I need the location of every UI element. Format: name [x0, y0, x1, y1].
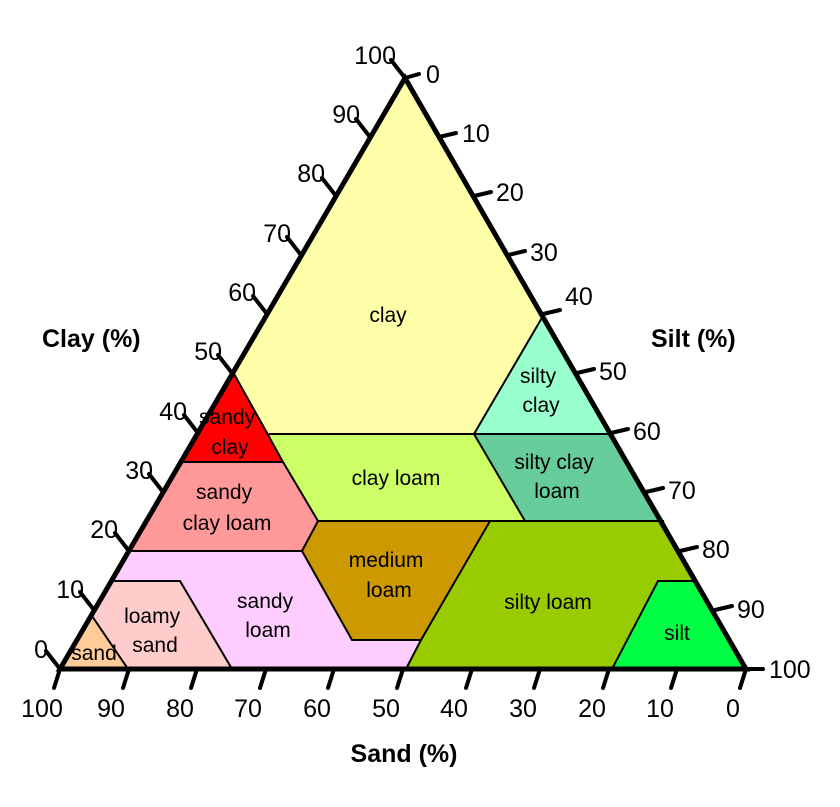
silt-tick-70: 70 [668, 477, 696, 505]
clay-tick-60: 60 [228, 279, 256, 307]
label-sand: sand [71, 642, 117, 665]
clay-tick-30: 30 [125, 457, 153, 485]
sand-tick-30: 30 [509, 695, 537, 723]
clay-tick-20: 20 [90, 516, 118, 544]
silt-tick-50: 50 [599, 358, 627, 386]
label-silty-loam: silty loam [504, 591, 592, 614]
sand-tick-80: 80 [166, 695, 194, 723]
sand-tick-50: 50 [372, 695, 400, 723]
silt-tick-90: 90 [737, 596, 765, 624]
sand-axis-ticks [54, 669, 746, 688]
sand-tick-90: 90 [97, 695, 125, 723]
label-clay: clay [369, 304, 407, 327]
region-clay [233, 78, 543, 434]
sand-tick-60: 60 [303, 695, 331, 723]
sand-tick-0: 0 [726, 695, 740, 723]
silt-tick-60: 60 [633, 418, 661, 446]
clay-tick-0: 0 [34, 636, 48, 664]
sand-tick-40: 40 [440, 695, 468, 723]
clay-axis-title: Clay (%) [42, 325, 141, 353]
sand-tick-70: 70 [234, 695, 262, 723]
clay-tick-40: 40 [159, 398, 187, 426]
sand-tick-20: 20 [578, 695, 606, 723]
silt-tick-100: 100 [769, 656, 811, 684]
silt-axis-title: Silt (%) [651, 325, 736, 353]
clay-tick-10: 10 [56, 576, 84, 604]
silt-tick-30: 30 [530, 239, 558, 267]
sand-tick-10: 10 [646, 695, 674, 723]
clay-tick-80: 80 [297, 160, 325, 188]
clay-tick-90: 90 [332, 101, 360, 129]
label-clay-loam: clay loam [352, 467, 441, 490]
clay-tick-100: 100 [354, 42, 396, 70]
silt-tick-20: 20 [496, 179, 524, 207]
silt-tick-10: 10 [462, 120, 490, 148]
silt-tick-80: 80 [702, 536, 730, 564]
label-silt: silt [664, 622, 690, 645]
clay-tick-50: 50 [194, 338, 222, 366]
sand-tick-100: 100 [21, 695, 63, 723]
silt-tick-0: 0 [426, 61, 440, 89]
sand-axis-title: Sand (%) [351, 740, 458, 768]
clay-tick-70: 70 [263, 220, 291, 248]
silt-tick-40: 40 [565, 283, 593, 311]
sand-tick-labels: 100 90 80 70 60 50 40 30 20 10 0 [21, 695, 740, 723]
